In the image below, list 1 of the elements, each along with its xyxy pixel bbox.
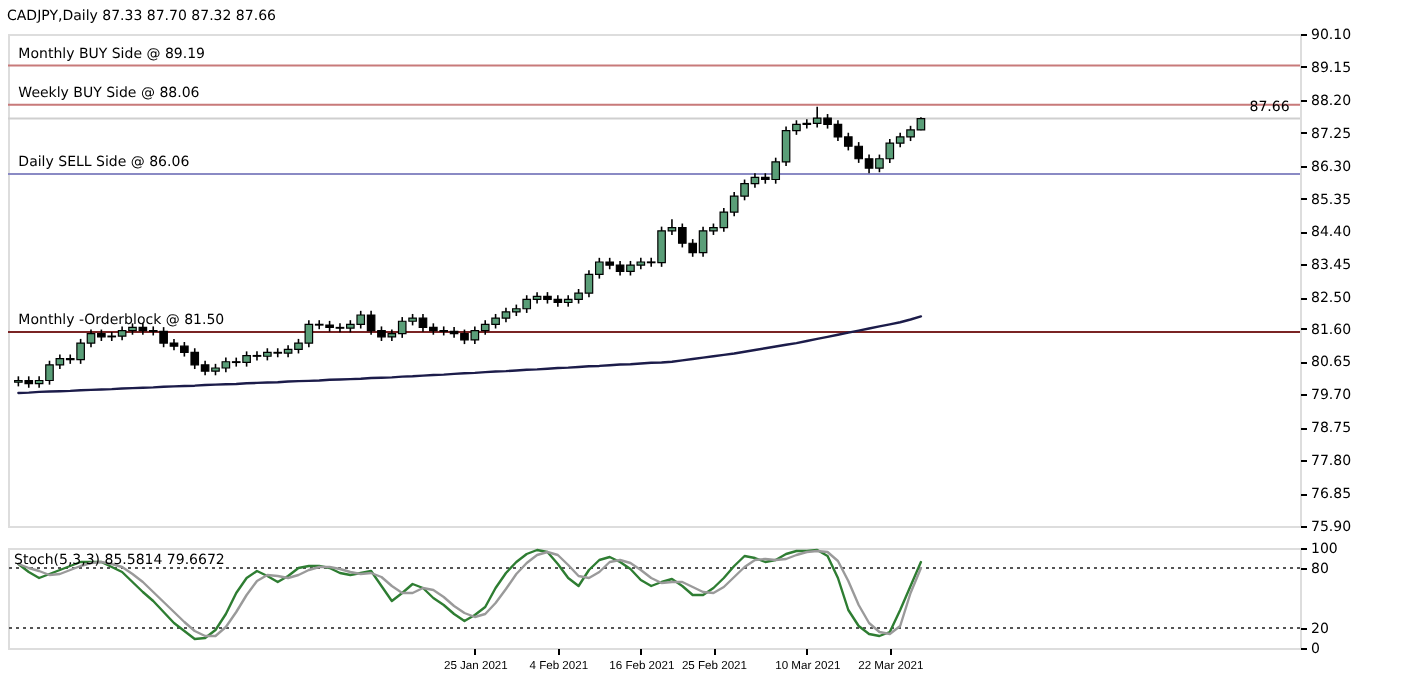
line-series xyxy=(17,315,923,395)
